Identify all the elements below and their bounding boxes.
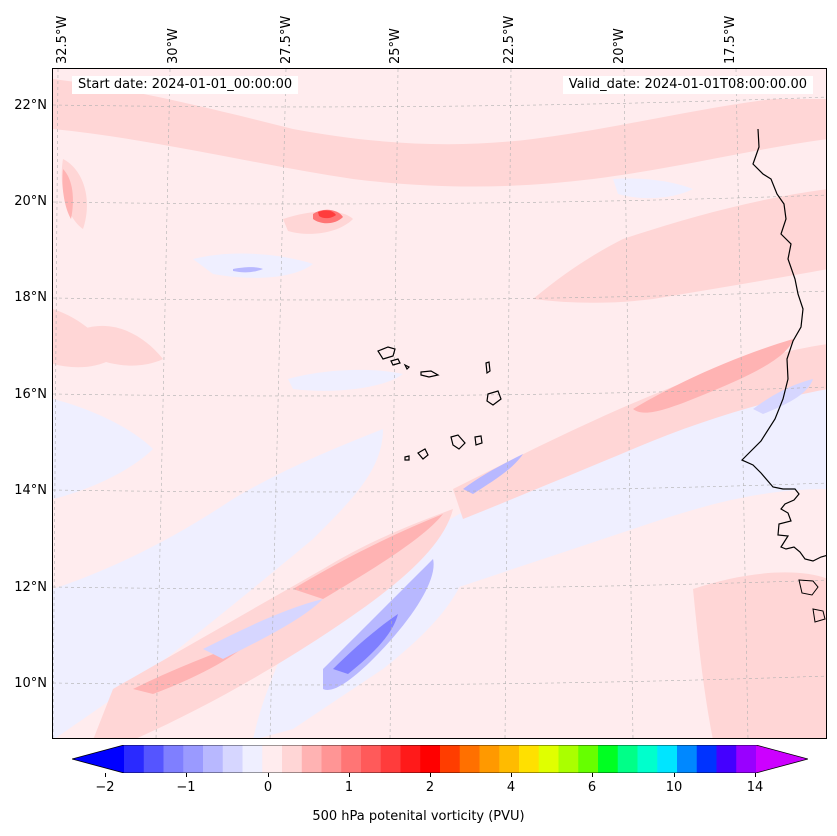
colorbar-segment (736, 745, 757, 773)
african-coastline (740, 128, 826, 562)
colorbar-tick-label: 2 (425, 780, 435, 795)
colorbar-segment (163, 745, 184, 773)
colorbar-tick-mark (105, 773, 106, 777)
colorbar-segment (440, 745, 461, 773)
colorbar-segment (341, 745, 362, 773)
longitude-label: 32.5°W (55, 15, 70, 64)
colorbar-segment (321, 745, 342, 773)
latitude-label: 10°N (14, 676, 47, 691)
colorbar-segment (657, 745, 678, 773)
cape-verde-islands (377, 346, 502, 461)
latitude-label: 20°N (14, 194, 47, 209)
map-panel (52, 68, 827, 739)
colorbar-segment (242, 745, 263, 773)
longitude-label: 22.5°W (502, 15, 517, 64)
colorbar-segment (203, 745, 224, 773)
colorbar-segment (617, 745, 638, 773)
longitude-label: 27.5°W (279, 15, 294, 64)
colorbar-segment (361, 745, 382, 773)
colorbar-segment (578, 745, 599, 773)
colorbar-segment (558, 745, 579, 773)
coastal-island (812, 608, 826, 623)
colorbar-segment (380, 745, 401, 773)
colorbar-tick-label: 10 (665, 780, 683, 795)
longitude-label: 17.5°W (723, 15, 738, 64)
colorbar-label: 500 hPa potenital vorticity (PVU) (312, 809, 525, 824)
colorbar-segment (677, 745, 698, 773)
colorbar-tick-mark (511, 773, 512, 777)
strong-negative-pv-streaks (203, 267, 813, 690)
colorbar-segment (637, 745, 658, 773)
colorbar-segment (538, 745, 559, 773)
colorbar-segment (222, 745, 243, 773)
latitude-label: 12°N (14, 580, 47, 595)
colorbar-segment (124, 745, 145, 773)
colorbar-segment (282, 745, 303, 773)
latitude-label: 22°N (14, 98, 47, 113)
longitude-label: 25°W (388, 28, 403, 64)
start-date-label: Start date: 2024-01-01_00:00:00 (72, 76, 299, 94)
colorbar-tick-label: 4 (506, 780, 516, 795)
colorbar-tick-mark (349, 773, 350, 777)
colorbar-tick-mark (755, 773, 756, 777)
colorbar-segment (143, 745, 164, 773)
colorbar-segment (400, 745, 421, 773)
colorbar-segment (696, 745, 717, 773)
colorbar-tick-mark (186, 773, 187, 777)
colorbar-segment (262, 745, 283, 773)
colorbar-tick-mark (592, 773, 593, 777)
colorbar-tick-label: 14 (746, 780, 764, 795)
colorbar-segment (598, 745, 619, 773)
colorbar-segment (183, 745, 204, 773)
longitude-label: 30°W (166, 28, 181, 64)
latitude-label: 16°N (14, 387, 47, 402)
colorbar-tick-mark (268, 773, 269, 777)
colorbar-tick-mark (674, 773, 675, 777)
colorbar-segment (301, 745, 322, 773)
colorbar-extend-max (756, 745, 808, 773)
latitude-label: 18°N (14, 290, 47, 305)
colorbar-segment (519, 745, 540, 773)
colorbar-tick-label: 0 (263, 780, 273, 795)
coastal-island (798, 579, 819, 596)
colorbar-segment (499, 745, 520, 773)
colorbar-tick-label: 6 (587, 780, 597, 795)
colorbar-tick-label: −2 (95, 780, 115, 795)
colorbar-extend-min (72, 745, 124, 773)
colorbar-tick-mark (430, 773, 431, 777)
colorbar-segment (420, 745, 441, 773)
colorbar-tick-label: 1 (344, 780, 354, 795)
colorbar-tick-label: −1 (176, 780, 196, 795)
longitude-label: 20°W (612, 28, 627, 64)
valid-date-label: Valid_date: 2024-01-01T08:00:00.00 (562, 76, 813, 94)
colorbar-segment (459, 745, 480, 773)
colorbar-segment (479, 745, 500, 773)
colorbar-segment (716, 745, 737, 773)
latitude-label: 14°N (14, 483, 47, 498)
pv-contour-map (53, 69, 826, 738)
colorbar (72, 745, 808, 773)
gridlines (53, 69, 826, 738)
